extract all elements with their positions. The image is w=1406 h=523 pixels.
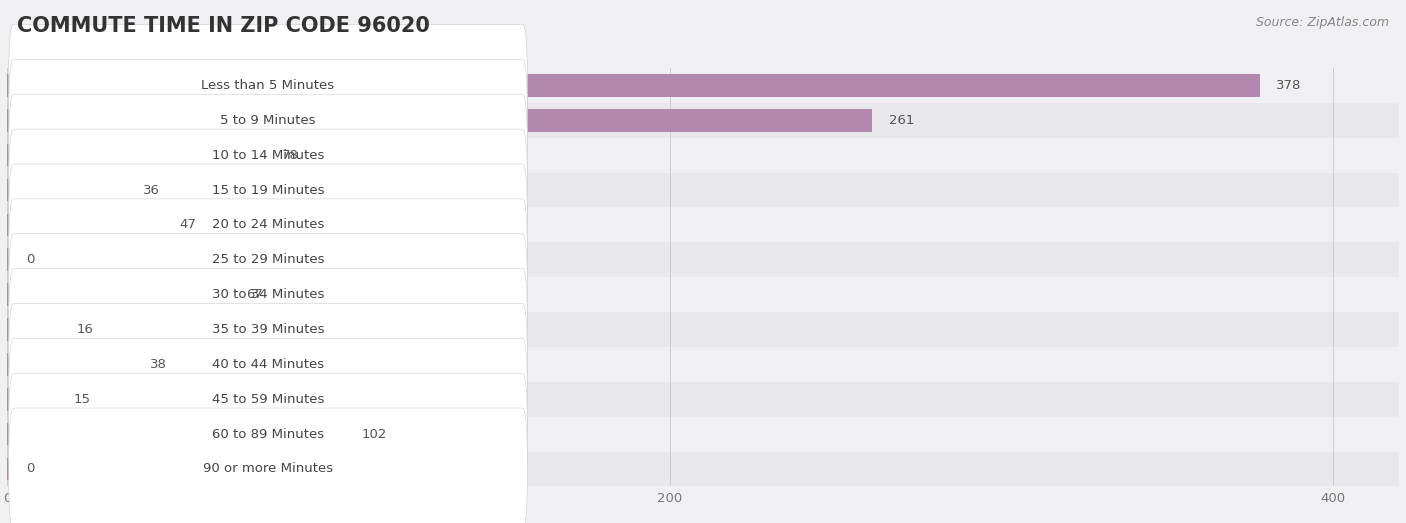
Bar <box>7 388 56 411</box>
Text: 47: 47 <box>180 219 197 231</box>
Text: 5 to 9 Minutes: 5 to 9 Minutes <box>221 114 316 127</box>
Bar <box>7 382 1399 417</box>
Bar <box>7 138 1399 173</box>
Bar <box>7 103 1399 138</box>
Text: 25 to 29 Minutes: 25 to 29 Minutes <box>212 253 325 266</box>
Bar <box>7 248 10 271</box>
Bar <box>7 312 1399 347</box>
Text: 15: 15 <box>73 393 90 406</box>
Text: 0: 0 <box>27 462 35 475</box>
FancyBboxPatch shape <box>8 408 527 523</box>
Text: 30 to 34 Minutes: 30 to 34 Minutes <box>212 288 325 301</box>
Text: 102: 102 <box>361 428 387 440</box>
Text: 67: 67 <box>246 288 263 301</box>
Text: Source: ZipAtlas.com: Source: ZipAtlas.com <box>1256 16 1389 29</box>
Text: 20 to 24 Minutes: 20 to 24 Minutes <box>212 219 325 231</box>
FancyBboxPatch shape <box>8 129 527 251</box>
FancyBboxPatch shape <box>8 269 527 390</box>
Text: 78: 78 <box>283 149 299 162</box>
Bar <box>7 423 344 446</box>
Bar <box>7 208 1399 242</box>
Bar <box>7 109 872 132</box>
Bar <box>7 242 1399 277</box>
Bar <box>7 417 1399 451</box>
FancyBboxPatch shape <box>8 338 527 460</box>
FancyBboxPatch shape <box>8 199 527 321</box>
FancyBboxPatch shape <box>8 60 527 181</box>
Bar <box>7 318 60 341</box>
Bar <box>7 347 1399 382</box>
FancyBboxPatch shape <box>8 25 527 146</box>
Text: 16: 16 <box>77 323 94 336</box>
FancyBboxPatch shape <box>8 94 527 216</box>
Text: 261: 261 <box>889 114 914 127</box>
Text: COMMUTE TIME IN ZIP CODE 96020: COMMUTE TIME IN ZIP CODE 96020 <box>17 16 430 36</box>
FancyBboxPatch shape <box>8 373 527 495</box>
FancyBboxPatch shape <box>8 164 527 286</box>
Text: 38: 38 <box>149 358 166 371</box>
Text: 35 to 39 Minutes: 35 to 39 Minutes <box>212 323 325 336</box>
Bar <box>7 144 266 166</box>
Text: 45 to 59 Minutes: 45 to 59 Minutes <box>212 393 325 406</box>
Bar <box>7 213 163 236</box>
Text: 36: 36 <box>143 184 160 197</box>
Bar <box>7 277 1399 312</box>
Text: 15 to 19 Minutes: 15 to 19 Minutes <box>212 184 325 197</box>
Bar <box>7 179 127 201</box>
Text: 60 to 89 Minutes: 60 to 89 Minutes <box>212 428 323 440</box>
Text: Less than 5 Minutes: Less than 5 Minutes <box>201 79 335 92</box>
Text: 378: 378 <box>1277 79 1302 92</box>
Bar <box>7 451 1399 486</box>
Bar <box>7 173 1399 208</box>
Text: 0: 0 <box>27 253 35 266</box>
FancyBboxPatch shape <box>8 234 527 356</box>
FancyBboxPatch shape <box>8 303 527 425</box>
Bar <box>7 458 10 480</box>
Bar <box>7 68 1399 103</box>
Text: 40 to 44 Minutes: 40 to 44 Minutes <box>212 358 323 371</box>
Text: 90 or more Minutes: 90 or more Minutes <box>202 462 333 475</box>
Bar <box>7 74 1260 97</box>
Text: 10 to 14 Minutes: 10 to 14 Minutes <box>212 149 325 162</box>
Bar <box>7 353 134 376</box>
Bar <box>7 283 229 306</box>
